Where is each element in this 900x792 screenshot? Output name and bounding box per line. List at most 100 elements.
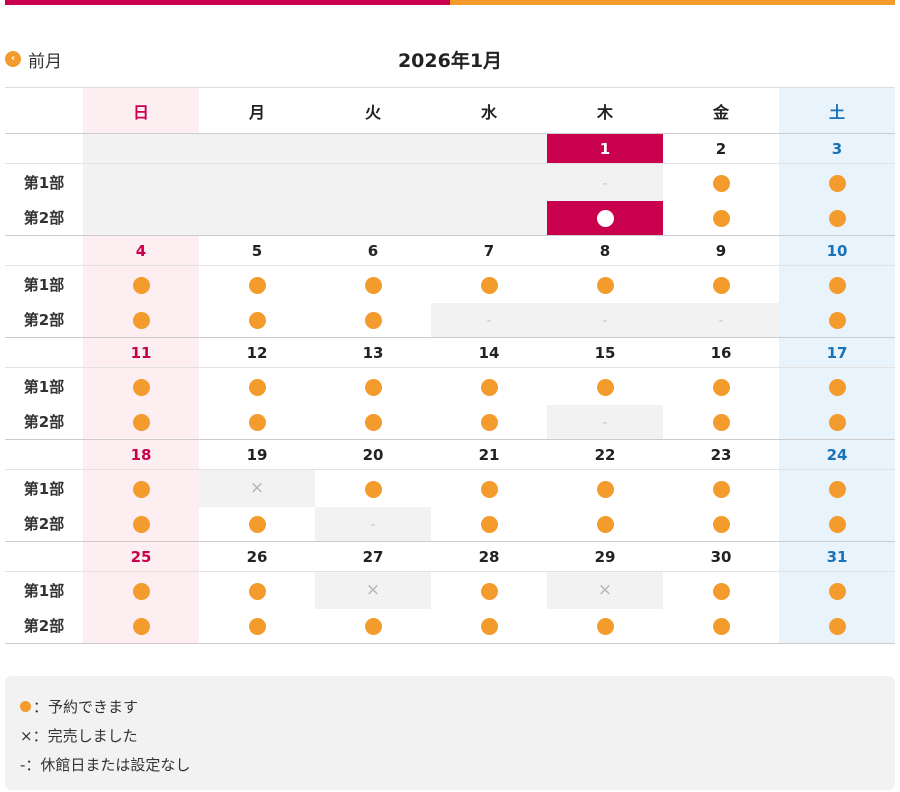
- empty-date-cell: [83, 133, 199, 164]
- slot-cell-available[interactable]: [83, 506, 199, 542]
- date-cell: 29: [547, 541, 663, 572]
- slot-cell-available[interactable]: [199, 368, 315, 405]
- slot-cell-available[interactable]: [663, 201, 779, 236]
- slot-cell-available[interactable]: [83, 265, 199, 303]
- date-cell: 3: [779, 133, 895, 164]
- slot-cell-available[interactable]: [83, 608, 199, 644]
- available-dot-icon: [712, 378, 730, 396]
- slot-cell-available[interactable]: [431, 572, 547, 609]
- top-accent-bar: [5, 0, 895, 5]
- date-cell: 25: [83, 541, 199, 572]
- slot-cell-soldout: ×: [315, 571, 431, 609]
- available-dot-icon: [132, 378, 150, 396]
- date-cell: 2: [663, 133, 779, 164]
- available-dot-icon: [248, 312, 266, 330]
- slot-cell-available[interactable]: [663, 572, 779, 609]
- slot-cell-available[interactable]: [547, 608, 663, 644]
- slot-cell-available[interactable]: [315, 368, 431, 405]
- date-cell: 13: [315, 337, 431, 368]
- header-corner: [5, 87, 83, 134]
- slot-cell-available[interactable]: [431, 507, 547, 542]
- available-dot-icon: [480, 414, 498, 432]
- soldout-mark: ×: [249, 478, 265, 499]
- slot-cell-available[interactable]: [779, 469, 895, 507]
- slot-cell-available[interactable]: [547, 507, 663, 542]
- slot-cell-available[interactable]: [83, 302, 199, 338]
- slot-cell-available[interactable]: [199, 266, 315, 303]
- slot-cell-available[interactable]: [663, 608, 779, 644]
- slot-cell-available[interactable]: [83, 571, 199, 609]
- slot-cell-available[interactable]: [315, 608, 431, 644]
- legend-soldout: ×：完売しました: [20, 725, 138, 746]
- slot-cell-available[interactable]: [315, 470, 431, 507]
- slot-cell-available[interactable]: [663, 266, 779, 303]
- slot-cell-available[interactable]: [431, 368, 547, 405]
- slot-cell-available[interactable]: [83, 469, 199, 507]
- slot-label: 第1部: [23, 581, 65, 600]
- available-dot-icon: [828, 174, 846, 192]
- legend-soldout-text: ×：完売しました: [20, 727, 138, 745]
- available-dot-icon: [248, 516, 266, 534]
- date-cell: 9: [663, 235, 779, 266]
- slot-cell-available[interactable]: [199, 572, 315, 609]
- slot-cell-available[interactable]: [431, 608, 547, 644]
- slot-cell-available[interactable]: [315, 303, 431, 338]
- available-dot-icon: [248, 582, 266, 600]
- available-dot-icon: [712, 414, 730, 432]
- slot-cell-available[interactable]: [199, 608, 315, 644]
- slot-cell-available[interactable]: [779, 163, 895, 201]
- slot-cell-soldout: ×: [199, 469, 315, 507]
- slot-cell-available[interactable]: [779, 302, 895, 338]
- closed-mark: -: [718, 313, 724, 330]
- slot-cell-available[interactable]: [83, 404, 199, 440]
- slot-cell-selected[interactable]: [547, 200, 663, 236]
- slot-cell-available[interactable]: [779, 608, 895, 644]
- slot-cell-available[interactable]: [779, 367, 895, 405]
- slot-cell-available[interactable]: [315, 266, 431, 303]
- slot-cell-available[interactable]: [663, 470, 779, 507]
- weekday-header-row: 日 月 火 水 木 金 土: [5, 87, 895, 134]
- date-cell: 6: [315, 235, 431, 266]
- slot-label: 第2部: [23, 413, 65, 432]
- available-dot-icon: [828, 582, 846, 600]
- empty-slot-cell: [431, 200, 547, 236]
- slot-cell-available[interactable]: [779, 265, 895, 303]
- slot-cell-available[interactable]: [199, 303, 315, 338]
- empty-slot-cell: [315, 163, 431, 201]
- date-cell: 16: [663, 337, 779, 368]
- slot-label: 第2部: [5, 608, 83, 644]
- slot-cell-available[interactable]: [663, 507, 779, 542]
- slot-cell-available[interactable]: [779, 200, 895, 236]
- slot-cell-available[interactable]: [83, 367, 199, 405]
- available-dot-icon: [480, 582, 498, 600]
- slot-cell-available[interactable]: [431, 405, 547, 440]
- slot-cell-available[interactable]: [779, 404, 895, 440]
- slot-cell-available[interactable]: [779, 506, 895, 542]
- date-cell: 8: [547, 235, 663, 266]
- slot-cell-available[interactable]: [547, 368, 663, 405]
- slot-cell-available[interactable]: [663, 405, 779, 440]
- slot-cell-available[interactable]: [547, 266, 663, 303]
- available-dot-icon: [132, 480, 150, 498]
- slot-cell-available[interactable]: [431, 470, 547, 507]
- date-cell: 26: [199, 541, 315, 572]
- prev-month-link[interactable]: ‹ 前月: [5, 48, 62, 72]
- slot-cell-available[interactable]: [547, 470, 663, 507]
- soldout-mark: ×: [365, 580, 381, 601]
- slot-label: 第1部: [23, 275, 65, 294]
- slot-cell-available[interactable]: [663, 368, 779, 405]
- slot-cell-available[interactable]: [663, 164, 779, 201]
- top-accent-bar-left: [5, 0, 450, 5]
- slot-cell-available[interactable]: [779, 571, 895, 609]
- slot-cell-available[interactable]: [315, 405, 431, 440]
- available-dot-icon: [364, 378, 382, 396]
- date-cell: 17: [779, 337, 895, 368]
- available-dot-icon: [596, 516, 614, 534]
- empty-slot-cell: [315, 200, 431, 236]
- slot-cell-available[interactable]: [199, 405, 315, 440]
- slot-row: 第1部 ×: [5, 469, 895, 507]
- slot-cell-available[interactable]: [431, 266, 547, 303]
- available-dot-icon: [480, 516, 498, 534]
- slot-cell-available[interactable]: [199, 507, 315, 542]
- date-row-label: [5, 337, 83, 368]
